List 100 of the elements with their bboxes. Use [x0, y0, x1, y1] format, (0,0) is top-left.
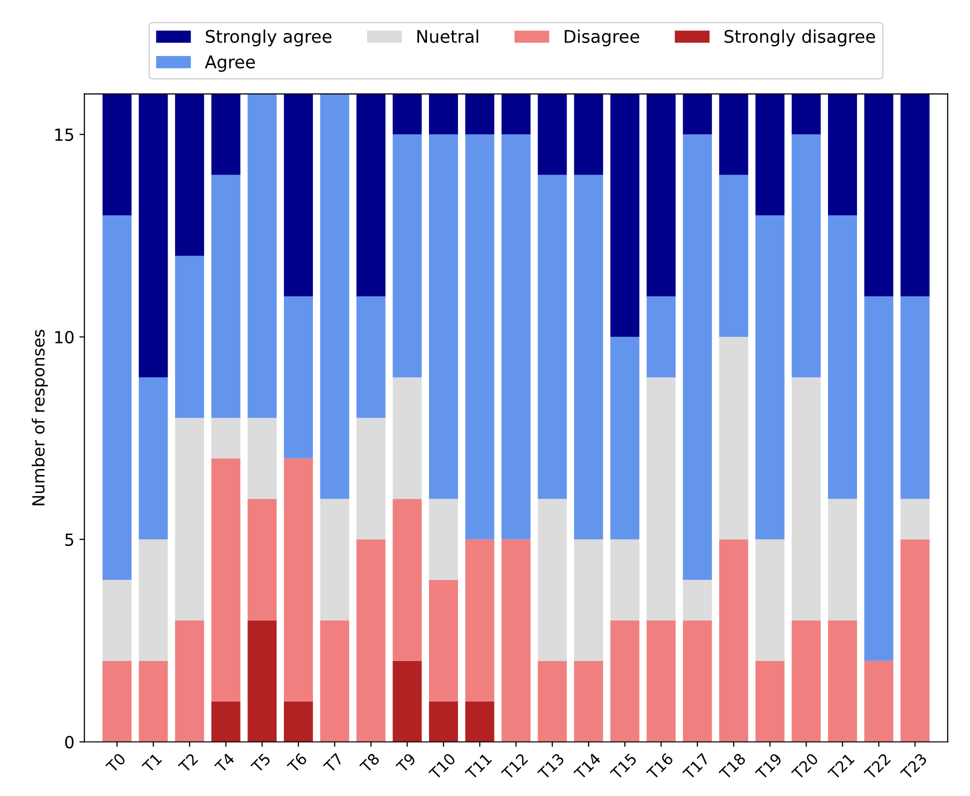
bar [211, 701, 240, 742]
x-tick-label: T16 [646, 752, 674, 780]
bar [792, 620, 821, 742]
bar [465, 539, 494, 702]
bar [175, 418, 204, 620]
bar [755, 94, 784, 216]
legend-label: Agree [204, 56, 255, 72]
bar [356, 296, 386, 418]
bar [610, 539, 640, 620]
bar [792, 377, 821, 620]
bar [502, 94, 531, 134]
bar [538, 498, 567, 661]
bar [682, 134, 712, 580]
bar [646, 620, 676, 742]
bar [538, 94, 567, 175]
bar [755, 539, 784, 661]
bar [248, 620, 277, 742]
x-tick-label: T13 [537, 752, 565, 780]
x-tick-label: T6 [286, 752, 308, 774]
bar [682, 580, 712, 620]
bar [284, 458, 313, 702]
bar [356, 94, 386, 296]
legend-label: Disagree [564, 30, 640, 46]
bar [900, 296, 930, 499]
legend-label: Strongly agree [206, 30, 332, 46]
bar [900, 539, 930, 742]
x-tick-label: T20 [790, 752, 819, 780]
bar [284, 701, 313, 742]
bar [320, 94, 350, 499]
bar [828, 620, 858, 742]
bar [392, 377, 422, 499]
bar [211, 418, 240, 458]
x-tick-label: T8 [359, 752, 380, 774]
bar [320, 620, 350, 742]
bar [138, 377, 168, 540]
x-tick-label: T12 [500, 752, 528, 780]
x-tick-label: T14 [573, 752, 602, 780]
bar [574, 94, 604, 175]
legend-label: Nuetral [417, 30, 478, 43]
bar [792, 94, 821, 134]
x-tick-label: T22 [864, 752, 891, 780]
x-tick-label: T18 [718, 752, 746, 780]
bar [864, 296, 894, 661]
bar [610, 94, 640, 337]
y-tick-label: 0 [65, 736, 74, 748]
bar [465, 94, 494, 134]
bar [356, 539, 386, 742]
bar [392, 94, 422, 134]
bar [428, 701, 458, 742]
bar [574, 174, 604, 540]
bar [610, 336, 640, 540]
bar [538, 660, 567, 742]
x-tick-label: T23 [900, 752, 928, 780]
x-tick-label: T15 [610, 752, 638, 780]
bar [538, 174, 567, 499]
bar [102, 94, 132, 216]
bar [248, 94, 277, 418]
x-tick-label: T5 [250, 752, 272, 774]
bar [284, 94, 313, 296]
y-tick-label: 10 [55, 330, 74, 344]
bar [284, 296, 313, 458]
bar [175, 256, 204, 418]
bar [465, 701, 494, 742]
x-tick-label: T7 [323, 752, 344, 774]
bar [900, 498, 930, 540]
bar [755, 215, 784, 540]
bar [864, 94, 894, 296]
bar [828, 498, 858, 620]
bar [428, 134, 458, 499]
x-tick-label: T9 [395, 752, 416, 774]
x-tick-label: T2 [178, 752, 198, 774]
bar [211, 94, 240, 175]
x-tick-label: T0 [105, 752, 126, 774]
x-tick-label: T19 [754, 752, 782, 780]
bar [102, 215, 132, 580]
bar [211, 174, 240, 418]
bar [392, 498, 422, 661]
bar [211, 458, 240, 702]
bar [900, 94, 930, 296]
bar [465, 134, 494, 540]
bar [792, 134, 821, 378]
bar [682, 620, 712, 742]
bar [138, 539, 168, 661]
bar [248, 418, 277, 499]
bar [646, 377, 676, 620]
y-tick-label: 15 [55, 128, 74, 141]
bar [138, 94, 168, 378]
x-tick-label: T17 [682, 752, 710, 780]
bar [864, 660, 894, 742]
bar [392, 660, 422, 742]
bar [320, 498, 350, 620]
bar [175, 620, 204, 742]
bar [428, 580, 458, 702]
y-axis-title: Number of responses [32, 330, 48, 506]
bar [574, 660, 604, 742]
bar [248, 498, 277, 620]
bar [574, 539, 604, 661]
bar [646, 94, 676, 296]
bar [175, 94, 204, 256]
x-tick-label: T21 [827, 752, 855, 780]
